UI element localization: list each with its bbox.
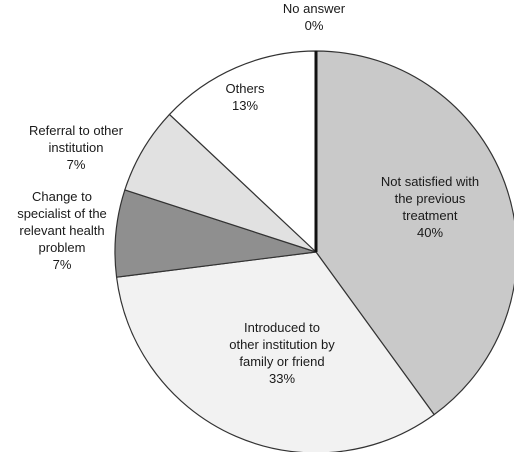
slice-introduced-to-other-institution-by-family-or-friend [115,251,435,452]
slice-label-change-to-specialist-of-the-relevant-health-problem: specialist of the [17,206,107,221]
slice-value-referral-to-other-institution: 7% [67,157,86,172]
slice-others [168,50,317,253]
slice-value-not-satisfied-with-the-previous-treatment: 40% [417,225,443,240]
slice-label-introduced-to-other-institution-by-family-or-friend: family or friend [239,354,324,369]
slice-label-not-satisfied-with-the-previous-treatment: the previous [395,191,466,206]
slice-label-no-answer: No answer [283,1,346,16]
slice-value-change-to-specialist-of-the-relevant-health-problem: 7% [53,257,72,272]
slice-label-others: Others [225,81,265,96]
slice-label-referral-to-other-institution: institution [49,140,104,155]
slice-label-referral-to-other-institution: Referral to other [29,123,124,138]
pie-labels: Not satisfied with the previous treatment 4… [17,1,479,386]
slice-label-not-satisfied-with-the-previous-treatment: treatment [403,208,458,223]
slice-not-satisfied-with-the-previous-treatment [315,50,514,416]
slice-label-not-satisfied-with-the-previous-treatment: Not satisfied with [381,174,479,189]
slice-label-change-to-specialist-of-the-relevant-health-problem: Change to [32,189,92,204]
slice-value-others: 13% [232,98,258,113]
pie-slices [114,50,514,452]
slice-label-change-to-specialist-of-the-relevant-health-problem: problem [39,240,86,255]
slice-label-change-to-specialist-of-the-relevant-health-problem: relevant health [19,223,104,238]
slice-label-introduced-to-other-institution-by-family-or-friend: Introduced to [244,320,320,335]
slice-value-no-answer: 0% [305,18,324,33]
slice-label-introduced-to-other-institution-by-family-or-friend: other institution by [229,337,335,352]
slice-value-introduced-to-other-institution-by-family-or-friend: 33% [269,371,295,386]
